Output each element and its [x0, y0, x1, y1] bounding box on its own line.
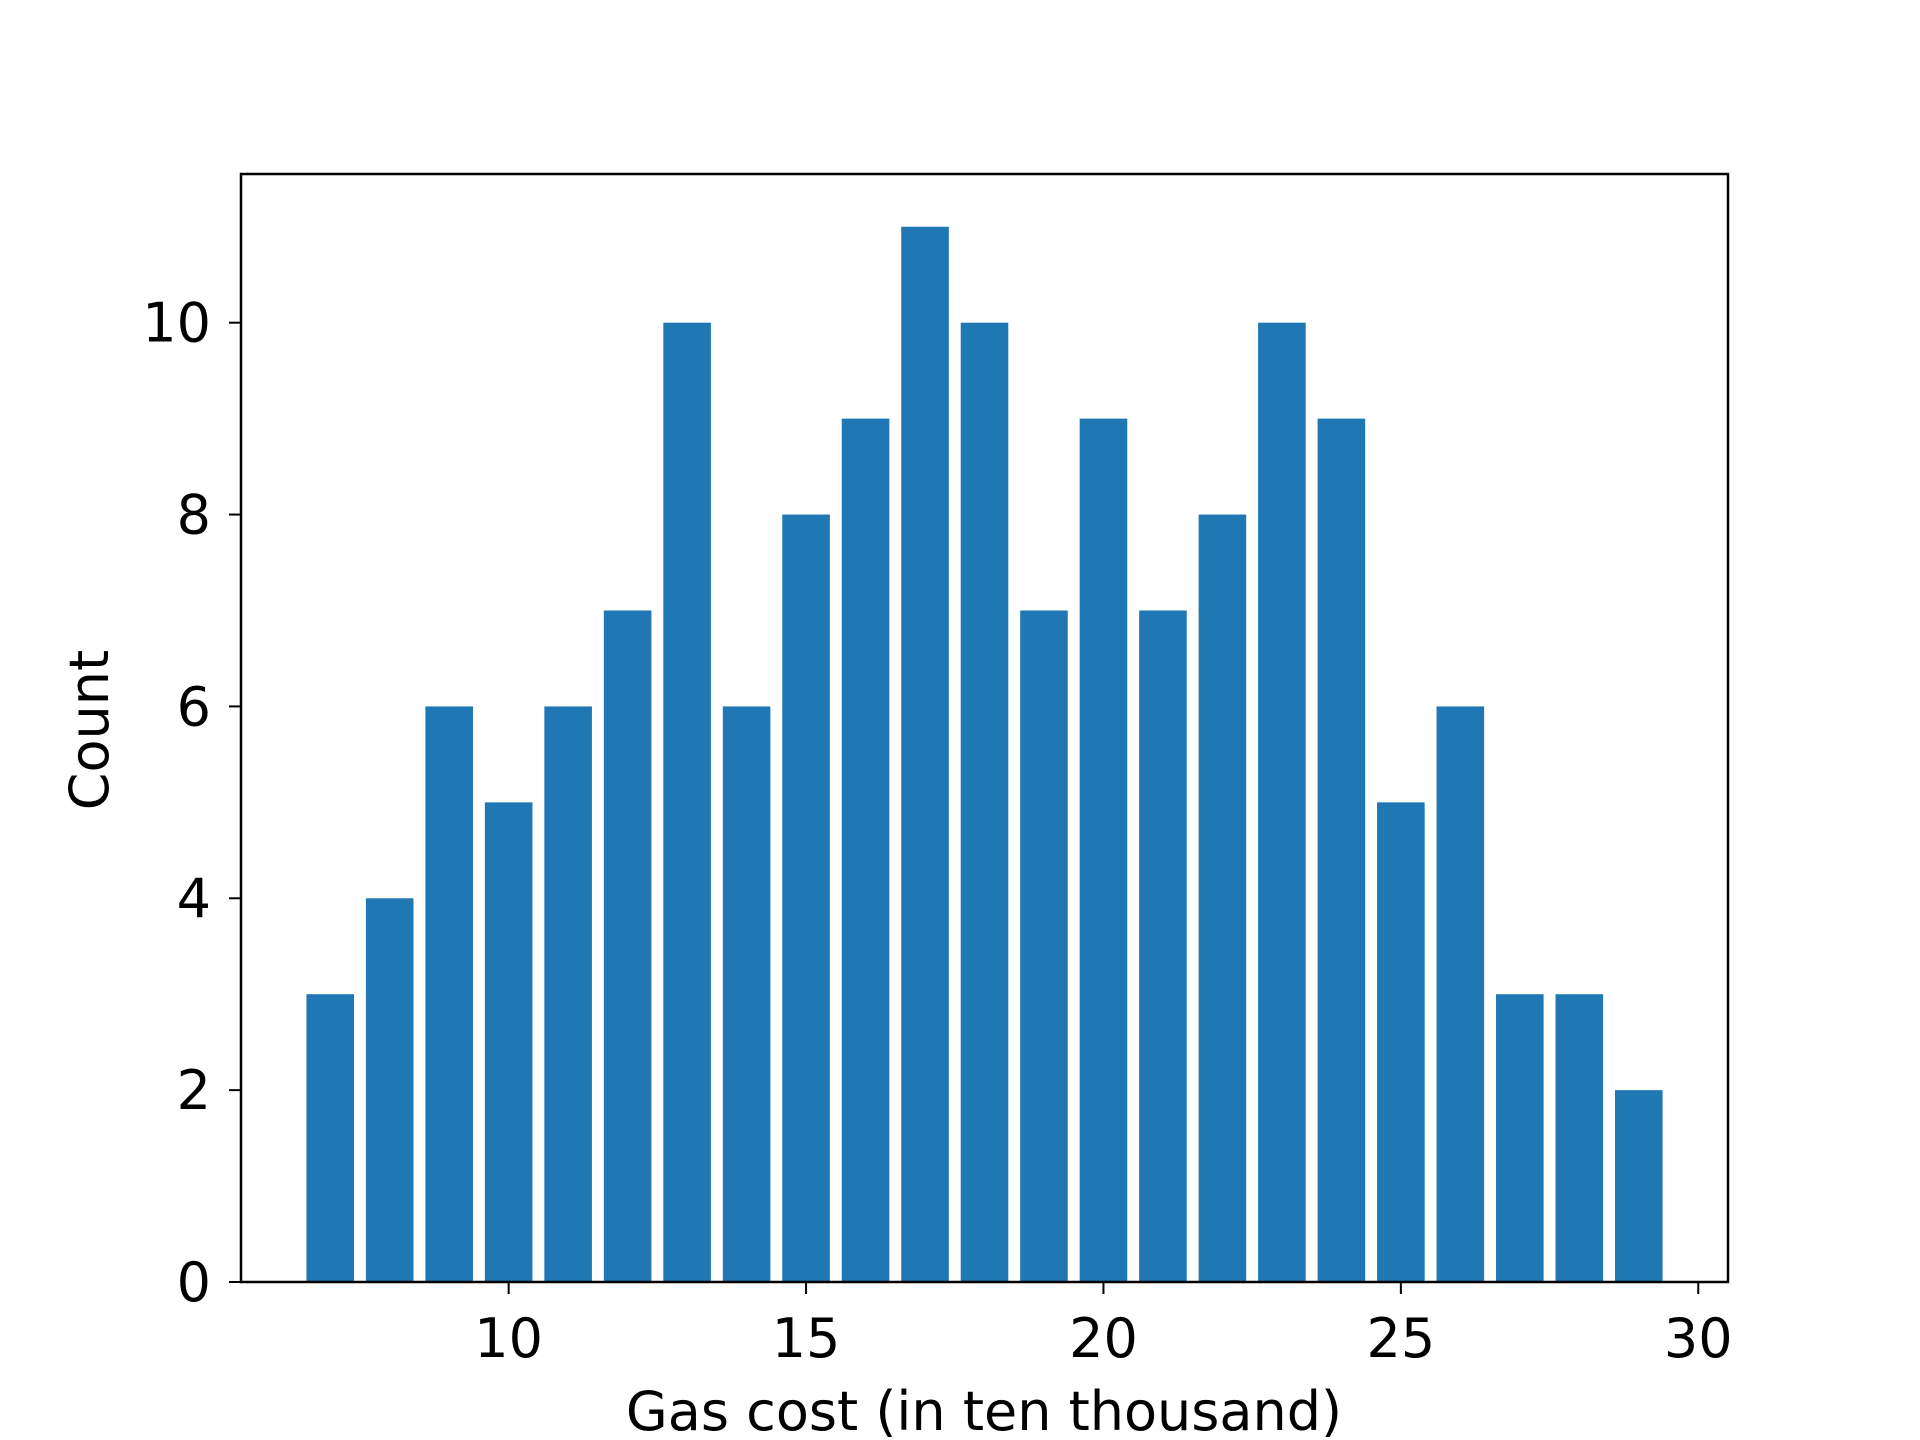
- bar-8: [365, 898, 414, 1282]
- bar-14: [722, 706, 771, 1282]
- bar-19: [1020, 610, 1068, 1282]
- bars-group: [306, 226, 1663, 1282]
- bar-10: [484, 802, 533, 1282]
- bar-7: [306, 994, 355, 1282]
- bar-12: [603, 610, 652, 1282]
- bar-11: [544, 706, 592, 1282]
- bar-17: [901, 226, 949, 1282]
- bar-27: [1496, 994, 1544, 1282]
- x-tick-label: 20: [1069, 1307, 1138, 1370]
- bar-23: [1258, 322, 1306, 1282]
- y-tick-label: 6: [177, 675, 211, 738]
- y-tick-label: 0: [177, 1251, 211, 1314]
- bar-21: [1139, 610, 1187, 1282]
- bar-22: [1198, 514, 1247, 1282]
- bar-29: [1614, 1090, 1663, 1282]
- y-tick-label: 2: [177, 1059, 211, 1122]
- bar-26: [1436, 706, 1485, 1282]
- bar-15: [782, 514, 830, 1282]
- bar-20: [1079, 418, 1128, 1282]
- x-tick-label: 15: [772, 1307, 841, 1370]
- bar-18: [960, 322, 1009, 1282]
- bar-16: [841, 418, 890, 1282]
- bar-25: [1377, 802, 1425, 1282]
- bar-24: [1317, 418, 1366, 1282]
- bar-13: [663, 322, 711, 1282]
- x-tick-label: 30: [1664, 1307, 1733, 1370]
- x-tick-label: 10: [474, 1307, 543, 1370]
- x-tick-label: 25: [1367, 1307, 1436, 1370]
- y-axis-label: Count: [58, 650, 121, 810]
- x-axis-ticks: 10 15 20 25 30: [474, 1282, 1733, 1370]
- y-tick-label: 8: [177, 484, 211, 547]
- y-tick-label: 10: [142, 292, 211, 355]
- bar-28: [1555, 994, 1604, 1282]
- plot-frame: [239, 172, 1730, 1284]
- y-tick-label: 4: [177, 867, 211, 930]
- bar-9: [425, 706, 473, 1282]
- y-axis-ticks: 0 2 4 6 8 10: [142, 292, 241, 1314]
- x-axis-label: Gas cost (in ten thousand): [626, 1380, 1342, 1440]
